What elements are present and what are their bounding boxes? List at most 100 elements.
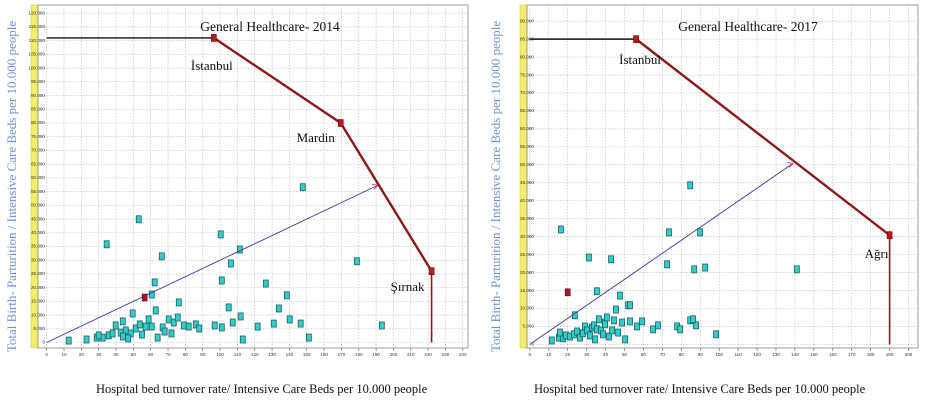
x-tick-label: 40	[603, 352, 609, 357]
x-tick-label: 90	[698, 352, 704, 357]
y-tick-label: 105.000	[28, 52, 45, 57]
data-point	[218, 276, 225, 285]
data-point	[574, 327, 580, 336]
y-tick-label: 20.000	[520, 270, 534, 275]
x-tick-label: 0	[45, 352, 48, 357]
y-tick-label: 5.000	[34, 326, 46, 331]
y-tick-label: 35.000	[31, 244, 45, 249]
data-point	[600, 330, 606, 339]
x-tick-label: 170	[338, 352, 346, 357]
x-tick-label: 110	[234, 352, 242, 357]
data-point	[65, 336, 72, 345]
data-point	[211, 321, 218, 330]
x-tick-label: 70	[165, 352, 171, 357]
data-point	[125, 334, 132, 343]
data-point	[627, 301, 633, 310]
y-tick-label: 30.000	[520, 234, 534, 239]
y-tick-label: 70.000	[31, 148, 45, 153]
data-point	[196, 324, 203, 333]
data-point	[129, 309, 136, 318]
data-point	[548, 336, 555, 345]
y-tick-label: 65.000	[520, 108, 534, 113]
x-tick-label: 70	[660, 352, 666, 357]
x-tick-label: 230	[442, 352, 450, 357]
data-point	[690, 315, 696, 324]
x-tick-label: 10	[61, 352, 67, 357]
data-point	[592, 335, 598, 344]
data-point	[148, 290, 155, 299]
chart-title: General Healthcare- 2017	[678, 19, 818, 34]
data-point	[120, 332, 126, 341]
x-tick-label: 0	[529, 352, 532, 357]
data-point	[619, 318, 625, 327]
data-point	[139, 330, 145, 339]
y-tick-label: 90.000	[31, 93, 45, 98]
data-point	[593, 287, 600, 296]
data-point	[655, 321, 661, 330]
x-tick-label: 100	[216, 352, 224, 357]
x-tick-label: 180	[355, 352, 363, 357]
data-point	[217, 230, 224, 239]
y-tick-label: 35.000	[520, 216, 534, 221]
y-tick-label: 10.000	[520, 306, 534, 311]
data-point	[112, 321, 119, 330]
data-point	[175, 298, 182, 307]
x-tick-label: 50	[622, 352, 628, 357]
data-point	[596, 315, 602, 324]
data-point	[132, 324, 139, 333]
data-point	[602, 320, 608, 329]
data-point	[793, 265, 800, 274]
data-point	[613, 305, 619, 314]
data-point	[586, 331, 593, 340]
frontier-point	[633, 35, 639, 43]
frontier-point	[428, 267, 435, 275]
x-tick-label: 190	[372, 352, 380, 357]
data-point	[650, 325, 657, 334]
data-point	[664, 260, 671, 269]
y-tick-label: 85.000	[520, 36, 534, 41]
data-point	[713, 330, 720, 339]
x-tick-label: 120	[753, 352, 761, 357]
data-point	[262, 279, 269, 288]
x-tick-label: 90	[200, 352, 206, 357]
y-tick-label: 90.000	[520, 18, 534, 23]
data-point	[218, 323, 225, 332]
y-tick-label: 25.000	[520, 252, 534, 257]
data-point	[145, 315, 152, 324]
data-point	[151, 278, 158, 287]
data-point	[136, 320, 143, 329]
x-tick-label: 170	[848, 352, 856, 357]
data-point	[687, 181, 694, 190]
x-tick-label: 200	[905, 352, 913, 357]
frontier-label: Şırnak	[391, 279, 425, 294]
data-point	[639, 317, 646, 326]
x-tick-label: 120	[251, 352, 259, 357]
x-tick-label: 60	[641, 352, 647, 357]
data-point	[627, 317, 633, 326]
x-tick-label: 130	[268, 352, 276, 357]
x-tick-label: 190	[886, 352, 894, 357]
frontier-label: Mardin	[297, 130, 336, 145]
frontier-point	[886, 231, 893, 240]
data-point	[270, 319, 277, 328]
data-point	[225, 303, 232, 312]
y-tick-label: 50.000	[520, 162, 534, 167]
data-point	[135, 215, 142, 224]
x-tick-label: 110	[734, 352, 742, 357]
x-tick-label: 140	[791, 352, 799, 357]
data-point	[103, 240, 110, 249]
y-tick-label: 110.000	[29, 38, 46, 43]
data-point	[586, 253, 592, 262]
y-tick-label: 20.000	[31, 285, 45, 290]
data-point	[161, 327, 168, 336]
x-tick-label: 160	[829, 352, 837, 357]
y-tick-label: 120.000	[28, 10, 45, 15]
x-tick-label: 20	[565, 352, 571, 357]
y-tick-label: 45.000	[31, 216, 45, 221]
data-point	[154, 333, 161, 342]
x-tick-label: 80	[679, 352, 685, 357]
x-tick-label: 150	[303, 352, 311, 357]
x-tick-label: 30	[96, 352, 102, 357]
